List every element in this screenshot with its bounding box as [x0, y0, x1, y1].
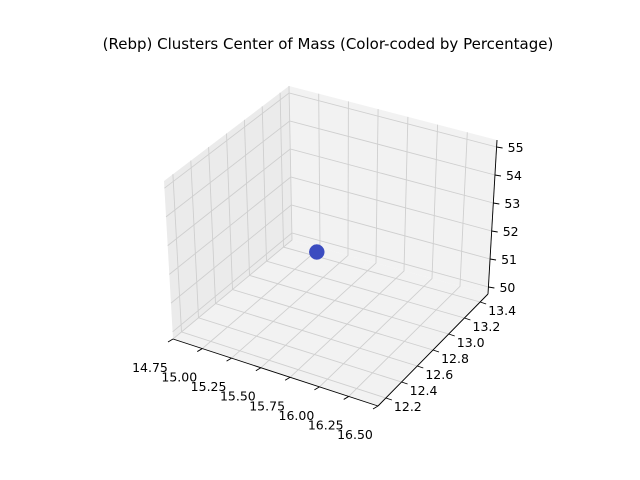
x-tick-label: 16.25 — [308, 417, 344, 432]
z-tick-mark — [491, 230, 498, 233]
grid-line-x — [231, 101, 349, 359]
z-tick-mark — [493, 202, 500, 205]
grid-line-x — [319, 124, 439, 388]
y-tick-mark — [480, 301, 487, 305]
y-tick-mark — [432, 349, 440, 353]
back-pane — [289, 86, 497, 294]
grid-line-z — [170, 204, 491, 304]
x-tick-mark — [167, 338, 174, 343]
z-tick-label: 50 — [499, 280, 515, 295]
data-points — [309, 244, 325, 260]
y-tick-mark — [448, 333, 455, 337]
z-tick-mark — [496, 146, 503, 149]
x-tick-mark — [197, 348, 203, 352]
grid-lines — [164, 85, 498, 407]
x-tick-label: 15.00 — [161, 370, 197, 385]
grid-line-z — [167, 148, 494, 246]
z-tick-mark — [494, 174, 502, 177]
y-tick-label: 13.4 — [488, 303, 516, 318]
z-tick-mark — [488, 286, 495, 289]
y-tick-label: 13.2 — [473, 319, 501, 334]
grid-line-x — [348, 132, 468, 397]
y-tick-mark — [464, 317, 471, 321]
grid-line-z — [164, 92, 497, 189]
axis-ticks: 14.7515.0015.2515.5015.7516.0016.2516.50… — [132, 140, 523, 442]
grid-line-x — [260, 109, 379, 369]
y-tick-label: 13.0 — [457, 335, 485, 350]
x-tick-label: 15.25 — [191, 379, 227, 394]
grid-line-y — [226, 133, 434, 351]
x-tick-mark — [284, 376, 291, 381]
z-tick-label: 51 — [501, 252, 517, 267]
grid-line-y — [261, 106, 465, 319]
y-tick-mark — [401, 381, 408, 385]
x-tick-mark — [372, 405, 379, 410]
z-tick-mark — [489, 258, 497, 261]
x-tick-mark — [226, 357, 232, 362]
grid-line-z — [165, 120, 496, 218]
grid-line-y — [243, 119, 449, 335]
grid-line-y — [190, 160, 402, 383]
y-tick-mark — [417, 365, 424, 369]
z-tick-label: 52 — [503, 224, 519, 239]
z-axis-line — [487, 139, 498, 295]
x-tick-mark — [255, 367, 262, 372]
x-axis-line — [172, 338, 379, 407]
y-tick-label: 12.4 — [410, 383, 438, 398]
x-tick-label: 16.00 — [279, 408, 315, 423]
y-tick-label: 12.6 — [425, 367, 453, 382]
grid-line-y — [279, 92, 481, 303]
x-tick-label: 15.50 — [220, 389, 256, 404]
x-tick-mark — [343, 396, 349, 400]
grid-line-z — [172, 232, 489, 333]
grid-line-y — [172, 174, 387, 399]
grid-line-y — [208, 147, 418, 367]
y-tick-mark — [385, 397, 392, 401]
grid-line-x — [289, 116, 409, 378]
z-tick-label: 55 — [508, 140, 524, 155]
x-tick-label: 16.50 — [337, 427, 373, 442]
x-tick-mark — [314, 386, 320, 391]
grid-line-x — [172, 85, 293, 340]
z-tick-label: 54 — [506, 168, 522, 183]
y-tick-label: 12.2 — [394, 399, 422, 414]
data-point — [309, 244, 325, 260]
x-tick-label: 14.75 — [132, 360, 168, 375]
grid-line-z — [169, 176, 492, 275]
x-tick-label: 15.75 — [249, 398, 285, 413]
y-tick-label: 12.8 — [441, 351, 469, 366]
chart-title: (Rebp) Clusters Center of Mass (Color-co… — [103, 35, 554, 53]
z-tick-label: 53 — [504, 196, 520, 211]
